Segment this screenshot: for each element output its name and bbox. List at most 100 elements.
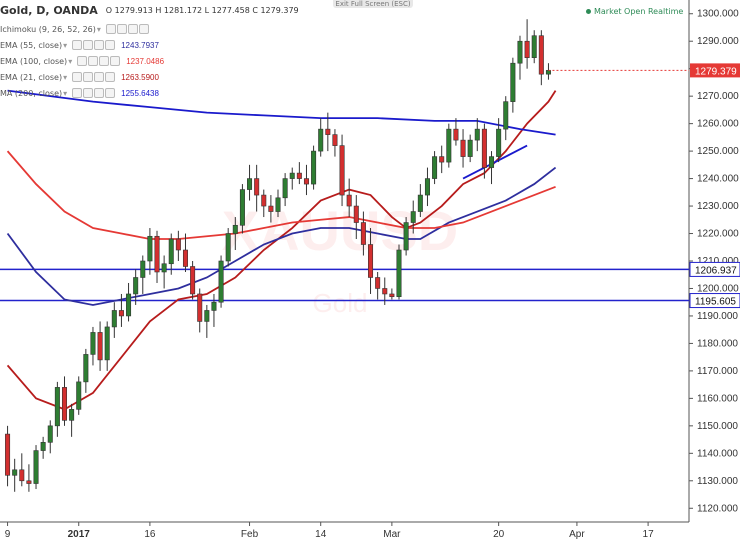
close-icon[interactable] <box>110 56 121 66</box>
more-icon[interactable] <box>94 88 105 98</box>
candle-body <box>339 145 345 196</box>
market-open-dot-icon <box>586 9 591 14</box>
close-icon[interactable] <box>105 40 116 50</box>
candle-body <box>524 40 530 58</box>
time-tick-label: 9 <box>5 529 11 540</box>
indicator-line <box>7 89 556 136</box>
candle-body <box>275 197 281 212</box>
indicator-name: EMA (100, close) <box>0 56 68 66</box>
eye-icon[interactable] <box>83 72 94 82</box>
more-icon[interactable] <box>94 40 105 50</box>
chevron-down-icon[interactable]: ▾ <box>63 40 68 50</box>
candle-body <box>282 178 288 199</box>
settings-icon[interactable] <box>72 72 83 82</box>
candle-body <box>318 128 324 152</box>
eye-icon[interactable] <box>83 88 94 98</box>
settings-icon[interactable] <box>72 88 83 98</box>
candle-body <box>382 288 388 295</box>
candle-body <box>446 128 452 163</box>
time-tick-label: Apr <box>569 529 585 540</box>
market-status-label: Market Open <box>594 7 646 16</box>
price-tick-label: 1240.000 <box>697 174 739 185</box>
price-tick-label: 1130.000 <box>697 476 738 487</box>
candle-body <box>218 260 224 303</box>
candle-body <box>531 35 537 58</box>
indicator-legend-row[interactable]: EMA (100, close) ▾ 1237.0486 <box>0 54 164 68</box>
candle-body <box>33 450 39 484</box>
indicator-buttons <box>77 56 121 66</box>
more-icon[interactable] <box>94 72 105 82</box>
candle-body <box>168 238 174 265</box>
chevron-down-icon[interactable]: ▾ <box>63 72 68 82</box>
more-icon[interactable] <box>99 56 110 66</box>
candle-body <box>104 326 110 361</box>
candle-body <box>410 211 416 223</box>
candle-body <box>90 332 96 355</box>
candle-body <box>439 156 445 163</box>
price-tick-label: 1290.000 <box>697 36 739 47</box>
candle-body <box>247 178 253 190</box>
candle-body <box>225 233 231 262</box>
eye-icon[interactable] <box>83 40 94 50</box>
candle-body <box>396 249 402 298</box>
candle-body <box>12 469 18 476</box>
candle-body <box>147 235 153 262</box>
chevron-down-icon[interactable]: ▾ <box>96 24 101 34</box>
price-tick-label: 1160.000 <box>697 393 738 404</box>
candle-body <box>311 150 317 185</box>
settings-icon[interactable] <box>77 56 88 66</box>
close-icon[interactable] <box>138 24 149 34</box>
candle-body <box>289 172 295 179</box>
title-row: Gold, D, OANDA O 1279.913 H 1281.172 L 1… <box>0 4 299 17</box>
candle-body <box>403 222 409 251</box>
candle-body <box>303 178 309 185</box>
support-price-tag <box>689 261 740 277</box>
eye-icon[interactable] <box>116 24 127 34</box>
indicator-buttons <box>105 24 149 34</box>
fullscreen-hint[interactable]: Exit Full Screen (ESC) <box>333 0 413 8</box>
support-price-label: 1206.937 <box>695 265 737 276</box>
indicator-legend-row[interactable]: EMA (21, close) ▾ 1263.5900 <box>0 70 159 84</box>
indicator-value: 1237.0486 <box>126 56 165 66</box>
more-icon[interactable] <box>127 24 138 34</box>
price-tick-label: 1260.000 <box>697 119 739 130</box>
candle-body <box>154 235 160 273</box>
settings-icon[interactable] <box>105 24 116 34</box>
candle-body <box>232 224 238 234</box>
price-tick-label: 1250.000 <box>697 146 739 157</box>
support-price-label: 1195.605 <box>695 297 736 308</box>
close-icon[interactable] <box>105 72 116 82</box>
candle-body <box>118 310 124 317</box>
price-tick-label: 1270.000 <box>697 91 739 102</box>
candle-body <box>40 442 46 451</box>
indicator-line <box>6 166 557 306</box>
candle-body <box>161 263 167 273</box>
indicator-line <box>6 150 556 240</box>
candle-body <box>460 139 466 157</box>
watermark-name: Gold <box>313 288 368 318</box>
candle-body <box>197 293 203 322</box>
candle-body <box>83 354 89 383</box>
candle-body <box>111 310 117 328</box>
chevron-down-icon[interactable]: ▾ <box>68 56 73 66</box>
candle-body <box>453 128 459 141</box>
candle-body <box>61 387 68 421</box>
price-tick-label: 1190.000 <box>697 311 738 322</box>
candle-body <box>368 244 374 278</box>
candle-body <box>296 172 302 179</box>
candle-body <box>346 194 352 207</box>
time-tick-label: 14 <box>315 529 327 540</box>
indicator-legend-row[interactable]: Ichimoku (9, 26, 52, 26) ▾ <box>0 22 155 36</box>
eye-icon[interactable] <box>88 56 99 66</box>
close-icon[interactable] <box>105 88 116 98</box>
indicator-legend-row[interactable]: MA (200, close) ▾ 1255.6438 <box>0 86 159 100</box>
candle-body <box>432 156 438 179</box>
indicator-legend-row[interactable]: EMA (55, close) ▾ 1243.7937 <box>0 38 159 52</box>
candle-body <box>360 222 366 245</box>
candle-body <box>375 277 381 289</box>
candle-body <box>140 260 146 278</box>
candle-body <box>467 139 473 157</box>
candle-body <box>389 293 395 298</box>
chevron-down-icon[interactable]: ▾ <box>63 88 68 98</box>
settings-icon[interactable] <box>72 40 83 50</box>
